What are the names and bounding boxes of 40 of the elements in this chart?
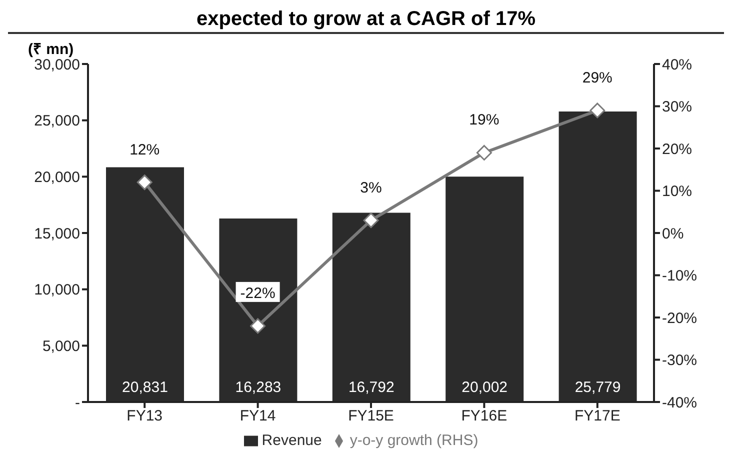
point bbox=[136, 174, 152, 190]
point bbox=[590, 102, 606, 118]
y2-tick-label: 0% bbox=[662, 225, 684, 242]
y-tick-label: - bbox=[75, 394, 80, 412]
data-label: 16,283 bbox=[235, 379, 282, 396]
y-axis-title: (₹ mn) bbox=[28, 40, 74, 58]
data-label: 12% bbox=[130, 141, 160, 158]
data-label: 20,831 bbox=[122, 379, 168, 396]
x-tick-label: FY15E bbox=[348, 408, 394, 425]
point bbox=[250, 318, 266, 334]
x-tick-label: FY16E bbox=[461, 408, 508, 425]
y2-tick-label: 40% bbox=[662, 56, 692, 74]
y2-tick-label: -10% bbox=[662, 268, 698, 285]
y-tick-label: 25,000 bbox=[34, 112, 80, 130]
y2-tick-label: -30% bbox=[662, 352, 698, 370]
y-tick-label: 15,000 bbox=[34, 225, 80, 242]
y2-tick-label: 30% bbox=[662, 98, 692, 116]
y-tick-label: 10,000 bbox=[34, 282, 80, 299]
data-label: 16,792 bbox=[348, 379, 394, 396]
y-tick-label: 5,000 bbox=[42, 338, 80, 355]
legend-label: y-o-y growth (RHS) bbox=[350, 432, 478, 449]
data-label: 3% bbox=[360, 179, 382, 196]
x-tick-label: FY17E bbox=[574, 408, 620, 425]
data-label: 29% bbox=[582, 69, 612, 86]
point bbox=[363, 212, 379, 228]
x-tick-label: FY13 bbox=[126, 408, 163, 425]
y2-tick-label: -20% bbox=[662, 310, 698, 327]
data-label: 19% bbox=[469, 112, 500, 129]
chart-title: expected to grow at a CAGR of 17% bbox=[8, 8, 724, 34]
data-label: 25,779 bbox=[574, 379, 621, 396]
y2-tick-label: 20% bbox=[662, 140, 692, 158]
y2-tick-label: 10% bbox=[662, 183, 692, 200]
x-tick-label: FY14 bbox=[240, 408, 276, 425]
data-label: -22% bbox=[240, 284, 276, 302]
y2-tick-label: -40% bbox=[662, 394, 698, 412]
point bbox=[476, 144, 492, 160]
y-tick-label: 20,000 bbox=[34, 168, 80, 186]
legend-label: Revenue bbox=[262, 432, 322, 449]
data-label: 20,002 bbox=[462, 379, 508, 396]
y-tick-label: 30,000 bbox=[34, 56, 80, 74]
